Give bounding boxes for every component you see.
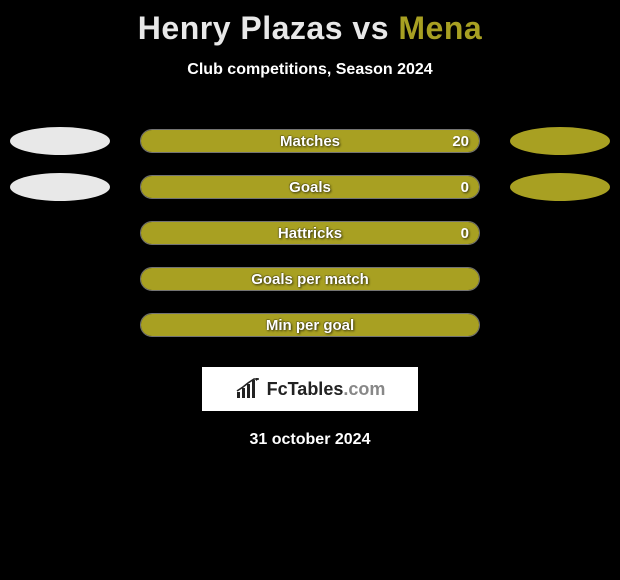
chart-icon (235, 378, 263, 400)
stat-label: Goals per match (141, 268, 479, 290)
stat-bar: Min per goal (140, 313, 480, 337)
comparison-chart: Matches20Goals0Hattricks0Goals per match… (0, 127, 620, 357)
stat-label: Matches (141, 130, 479, 152)
stat-value-player2: 0 (461, 222, 469, 244)
stat-bar: Matches20 (140, 129, 480, 153)
branding-text-main: FcTables (267, 379, 344, 399)
subtitle: Club competitions, Season 2024 (0, 61, 620, 79)
stat-row: Matches20 (0, 127, 620, 173)
stat-row: Hattricks0 (0, 219, 620, 265)
stat-bar: Goals0 (140, 175, 480, 199)
title-vs: vs (352, 10, 389, 46)
stat-bar: Hattricks0 (140, 221, 480, 245)
branding-logo: FcTables.com (202, 367, 418, 411)
stat-label: Goals (141, 176, 479, 198)
page-title: Henry Plazas vs Mena (0, 0, 620, 47)
stat-bar: Goals per match (140, 267, 480, 291)
title-player2: Mena (398, 10, 482, 46)
stat-label: Hattricks (141, 222, 479, 244)
player2-marker (510, 173, 610, 201)
stat-row: Min per goal (0, 311, 620, 357)
date-label: 31 october 2024 (0, 431, 620, 449)
branding-text-dim: .com (343, 379, 385, 399)
stat-value-player2: 0 (461, 176, 469, 198)
stat-row: Goals0 (0, 173, 620, 219)
player1-marker (10, 127, 110, 155)
branding-text: FcTables.com (267, 379, 386, 400)
player2-marker (510, 127, 610, 155)
player1-marker (10, 173, 110, 201)
stat-label: Min per goal (141, 314, 479, 336)
stat-row: Goals per match (0, 265, 620, 311)
title-player1: Henry Plazas (138, 10, 343, 46)
stat-value-player2: 20 (452, 130, 469, 152)
